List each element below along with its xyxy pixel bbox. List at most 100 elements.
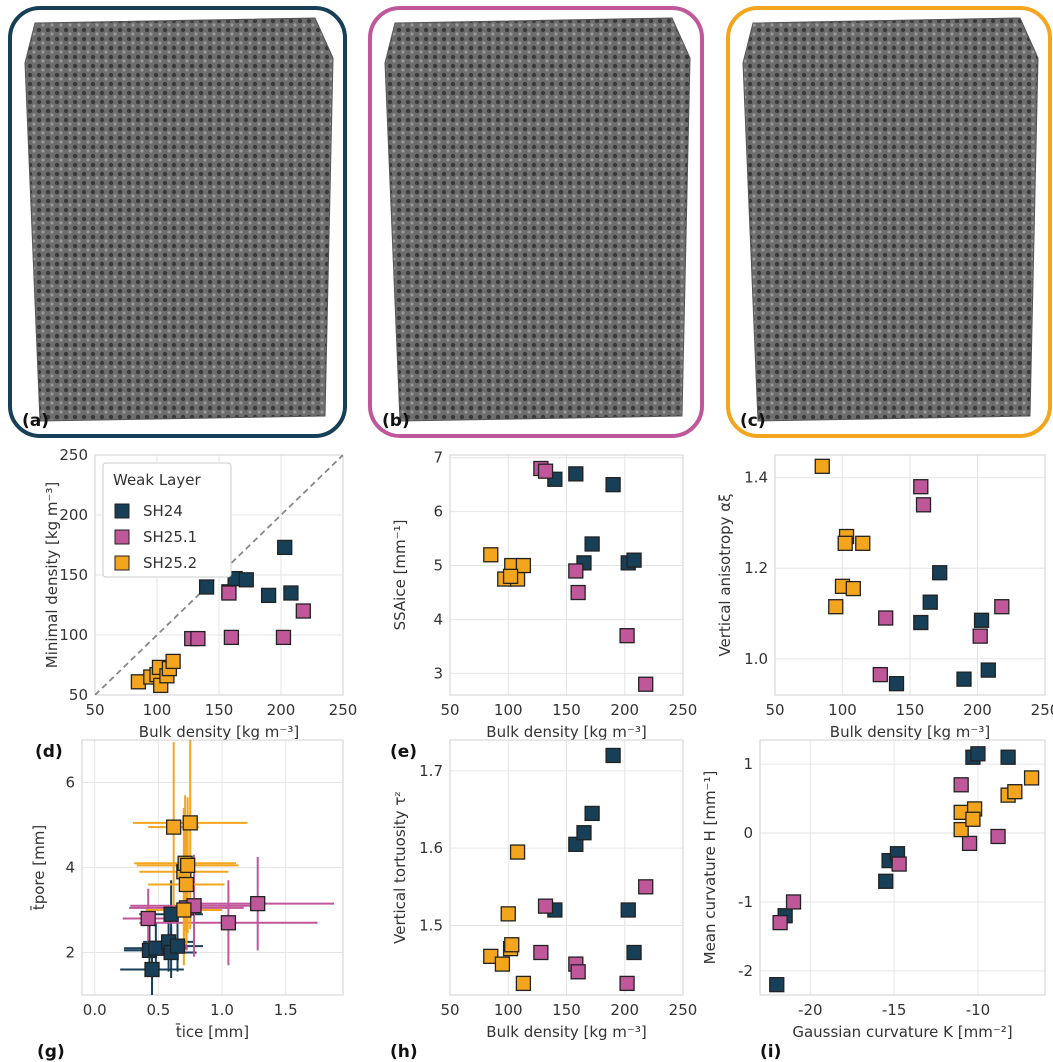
x-tick-label: 250 (669, 701, 698, 719)
marker (787, 895, 801, 909)
marker (569, 467, 583, 481)
y-tick-label: -1 (738, 893, 753, 911)
panel-label: (h) (390, 1042, 418, 1062)
marker (971, 747, 985, 761)
x-tick-label: 50 (440, 701, 459, 719)
y-tick-label: 6 (433, 503, 443, 521)
y-tick-label: 250 (59, 446, 88, 464)
x-tick-label: 50 (440, 1001, 459, 1019)
marker (995, 600, 1009, 614)
x-tick-label: 100 (494, 701, 523, 719)
panel-label: (c) (740, 411, 766, 431)
panel-label: (g) (37, 1042, 65, 1062)
y-axis-label: Vertical tortuosity τᶻ (391, 791, 409, 944)
y-tick-label: 1.0 (744, 650, 768, 668)
marker (221, 916, 235, 930)
marker (973, 629, 987, 643)
marker (873, 668, 887, 682)
y-tick-label: 100 (59, 626, 88, 644)
y-tick-label: 50 (69, 686, 88, 704)
marker (200, 580, 214, 594)
marker (177, 903, 191, 917)
marker (167, 820, 181, 834)
marker (957, 672, 971, 686)
marker (145, 963, 159, 977)
marker (278, 540, 292, 554)
x-tick-label: -10 (966, 1001, 991, 1019)
marker (181, 858, 195, 872)
x-tick-label: 100 (828, 701, 857, 719)
marker (504, 569, 518, 583)
marker (505, 938, 519, 952)
x-tick-label: 200 (610, 1001, 639, 1019)
marker (770, 978, 784, 992)
x-tick-label: 100 (143, 701, 172, 719)
marker (856, 536, 870, 550)
x-tick-label: 100 (494, 1001, 523, 1019)
marker (879, 874, 893, 888)
y-tick-label: 1 (743, 755, 753, 773)
marker (1001, 750, 1015, 764)
marker (991, 829, 1005, 843)
marker (981, 663, 995, 677)
marker (1008, 785, 1022, 799)
marker (534, 946, 548, 960)
marker (511, 845, 525, 859)
marker (966, 812, 980, 826)
x-axis-label: Bulk density [kg m⁻³] (830, 723, 990, 741)
panel-label: (b) (382, 411, 410, 431)
render (25, 18, 333, 421)
x-tick-label: 200 (610, 701, 639, 719)
marker (838, 536, 852, 550)
marker (914, 480, 928, 494)
legend-marker (115, 504, 129, 518)
x-tick-label: 1.5 (274, 1001, 298, 1019)
x-tick-label: -20 (798, 1001, 823, 1019)
marker (183, 816, 197, 830)
y-tick-label: 2 (65, 944, 75, 962)
marker (879, 611, 893, 625)
legend-marker (115, 556, 129, 570)
x-tick-label: 150 (896, 701, 925, 719)
x-axis-label: Bulk density [kg m⁻³] (139, 723, 299, 741)
marker (954, 778, 968, 792)
x-axis-label: Gaussian curvature K [mm⁻²] (792, 1023, 1012, 1041)
y-tick-label: 200 (59, 506, 88, 524)
marker (149, 941, 163, 955)
y-tick-label: 6 (65, 774, 75, 792)
marker (571, 586, 585, 600)
marker (917, 498, 931, 512)
marker (501, 907, 515, 921)
y-axis-label: Mean curvature H [mm⁻¹] (701, 771, 719, 965)
y-tick-label: 4 (433, 610, 443, 628)
marker (933, 566, 947, 580)
x-tick-label: 250 (329, 701, 358, 719)
y-axis-label: SSAice [mm⁻¹] (391, 520, 409, 631)
y-tick-label: -2 (738, 962, 753, 980)
marker (773, 916, 787, 930)
marker (585, 806, 599, 820)
marker (639, 880, 653, 894)
x-tick-label: 0.5 (146, 1001, 170, 1019)
panel-label: (d) (35, 742, 63, 762)
marker (829, 600, 843, 614)
marker (296, 604, 310, 618)
marker (239, 573, 253, 587)
marker (569, 564, 583, 578)
x-tick-label: 150 (552, 1001, 581, 1019)
legend-marker (115, 530, 129, 544)
marker (606, 748, 620, 762)
marker (191, 632, 205, 646)
legend-label: SH24 (143, 502, 183, 520)
y-tick-label: 1.7 (419, 762, 443, 780)
render (743, 18, 1038, 421)
figure: (a)(b)(c)5010015020025050100150200250Bul… (0, 0, 1053, 1062)
marker (251, 897, 265, 911)
marker (516, 976, 530, 990)
marker (1025, 771, 1039, 785)
legend-label: SH25.1 (143, 528, 197, 546)
y-tick-label: 4 (65, 859, 75, 877)
marker (815, 459, 829, 473)
marker (571, 965, 585, 979)
x-tick-label: -15 (882, 1001, 907, 1019)
